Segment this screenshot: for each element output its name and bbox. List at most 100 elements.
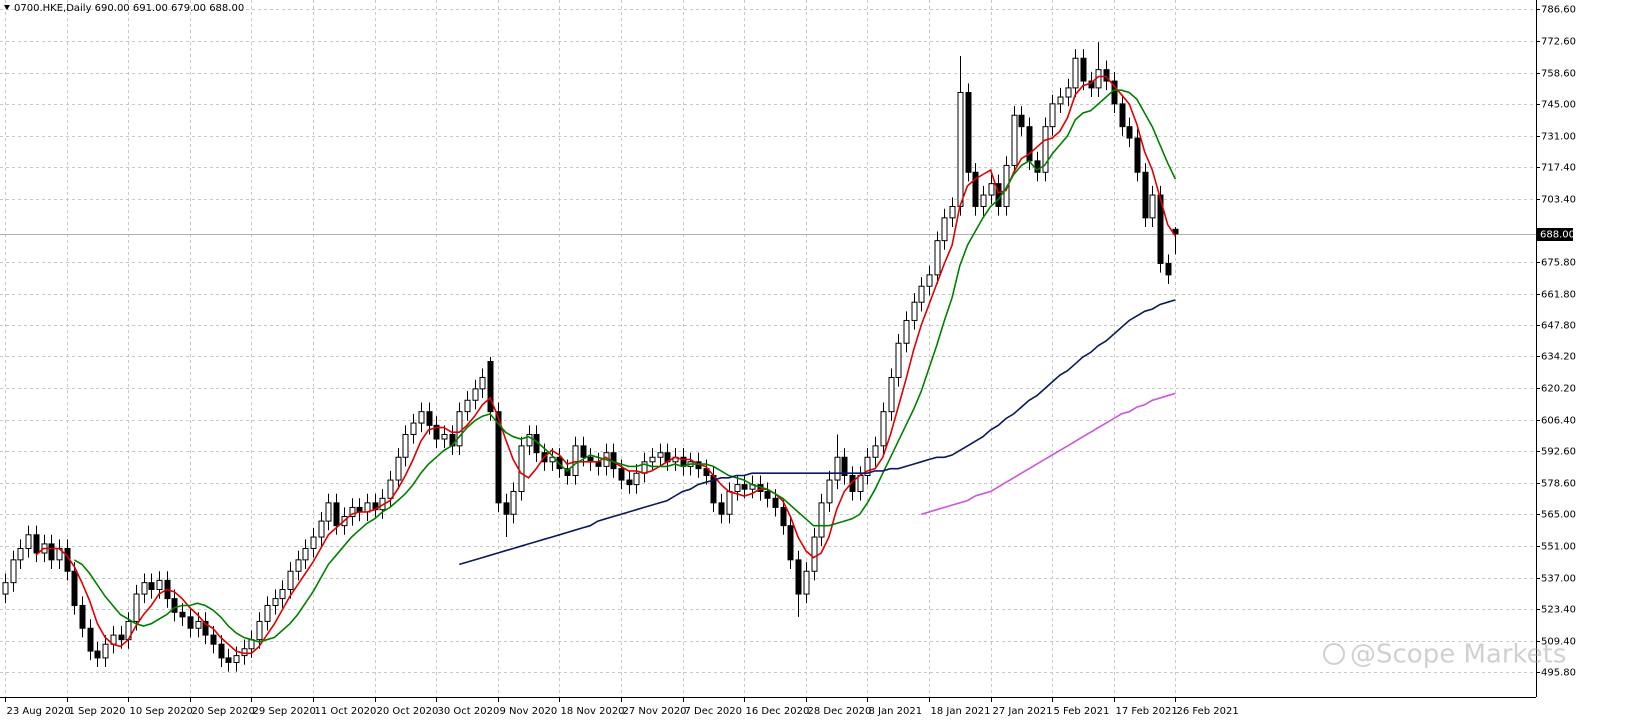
candle-body (287, 570, 294, 590)
candle-body (1049, 103, 1056, 128)
candle-body (141, 582, 148, 595)
candle-body (618, 468, 625, 481)
candle-body (225, 657, 232, 663)
candle-body (441, 433, 448, 440)
x-tick-label: 27 Nov 2020 (623, 706, 687, 717)
candle-body (826, 479, 833, 504)
y-tick-label: 647.80 (1541, 321, 1576, 332)
moving-average-line (35, 75, 1177, 655)
x-tick-label: 18 Nov 2020 (561, 706, 625, 717)
candle-body (926, 274, 933, 287)
candle-body (718, 502, 725, 515)
candle-body (872, 445, 879, 458)
candle-body (703, 468, 710, 476)
candle-body (487, 360, 494, 413)
candle-body (803, 570, 810, 595)
candle-body (780, 506, 787, 527)
candle-body (302, 547, 309, 561)
x-tick-label: 17 Feb 2021 (1116, 706, 1178, 717)
watermark: @Scope Markets (1323, 640, 1566, 670)
candle-body (1142, 171, 1149, 219)
x-tick-label: 30 Oct 2020 (438, 706, 500, 717)
candle-body (79, 604, 86, 629)
y-tick-label: 786.60 (1541, 5, 1576, 16)
candle-body (626, 479, 633, 486)
candle-body (572, 445, 579, 476)
candle-body (279, 588, 286, 600)
x-tick-label: 23 Aug 2020 (7, 706, 71, 717)
x-tick-label: 26 Feb 2021 (1177, 706, 1239, 717)
candle-body (402, 433, 409, 458)
candle-body (495, 411, 502, 504)
candle-body (633, 472, 640, 486)
candle-body (171, 598, 178, 613)
candle-body (957, 91, 964, 207)
x-tick-label: 29 Sep 2020 (253, 706, 316, 717)
candle-body (218, 643, 225, 659)
candle-body (1057, 96, 1064, 105)
candle-body (1103, 69, 1110, 82)
candle-body (772, 497, 779, 508)
candle-body (903, 319, 910, 344)
moving-average-line (73, 89, 1177, 643)
candle-body (1065, 87, 1072, 98)
candle-body (726, 490, 733, 515)
candle-body (880, 411, 887, 447)
candle-body (256, 620, 263, 641)
candle-body (1080, 57, 1087, 82)
candle-body (965, 91, 972, 173)
watermark-icon (1323, 643, 1345, 665)
y-tick-label: 578.60 (1541, 479, 1576, 490)
axes-layer: 786.60 772.60 758.60 745.00 731.00 717.40 703.… (0, 0, 1576, 717)
y-tick-label: 495.80 (1541, 668, 1576, 679)
candle-body (33, 534, 40, 554)
candle-body (741, 484, 748, 490)
candle-body (395, 456, 402, 481)
candle-body (433, 424, 440, 440)
candle-body (426, 411, 433, 426)
y-tick-label: 606.40 (1541, 416, 1576, 427)
symbol-menu-triangle[interactable] (4, 5, 10, 10)
candle-body (1072, 57, 1079, 89)
x-tick-label: 10 Sep 2020 (130, 706, 193, 717)
candle-body (1034, 160, 1041, 173)
x-tick-label: 20 Oct 2020 (377, 706, 439, 717)
candle-body (888, 376, 895, 413)
x-tick-label: 27 Jan 2021 (993, 706, 1053, 717)
candle-body (210, 634, 217, 645)
candle-body (795, 559, 802, 595)
y-tick-label: 661.80 (1541, 290, 1576, 301)
y-tick-label: 758.60 (1541, 69, 1576, 80)
candle-body (834, 456, 841, 481)
candle-body (1134, 137, 1141, 173)
candle-body (918, 285, 925, 303)
candle-body (1157, 194, 1164, 264)
candle-body (787, 525, 794, 561)
candle-body (102, 643, 109, 659)
candle-body (479, 376, 486, 390)
candle-body (156, 579, 163, 590)
candle-body (349, 506, 356, 518)
candle-body (48, 543, 55, 561)
candle-body (934, 240, 941, 276)
y-tick-label: 523.40 (1541, 605, 1576, 616)
moving-average-line (921, 392, 1176, 516)
candle-body (1165, 262, 1172, 276)
x-tick-label: 16 Dec 2020 (746, 706, 810, 717)
candle-body (980, 194, 987, 207)
candle-body (941, 217, 948, 242)
candle-body (295, 559, 302, 572)
candle-body (857, 474, 864, 492)
candle-body (387, 479, 394, 499)
candle-body (118, 634, 125, 641)
candle-body (87, 627, 94, 652)
candle-body (1126, 126, 1133, 139)
candle-body (195, 620, 202, 629)
candle-body (202, 620, 209, 636)
candle-body (734, 484, 741, 492)
candle-body (526, 433, 533, 447)
candle-body (1119, 103, 1126, 128)
candle-body (179, 611, 186, 618)
